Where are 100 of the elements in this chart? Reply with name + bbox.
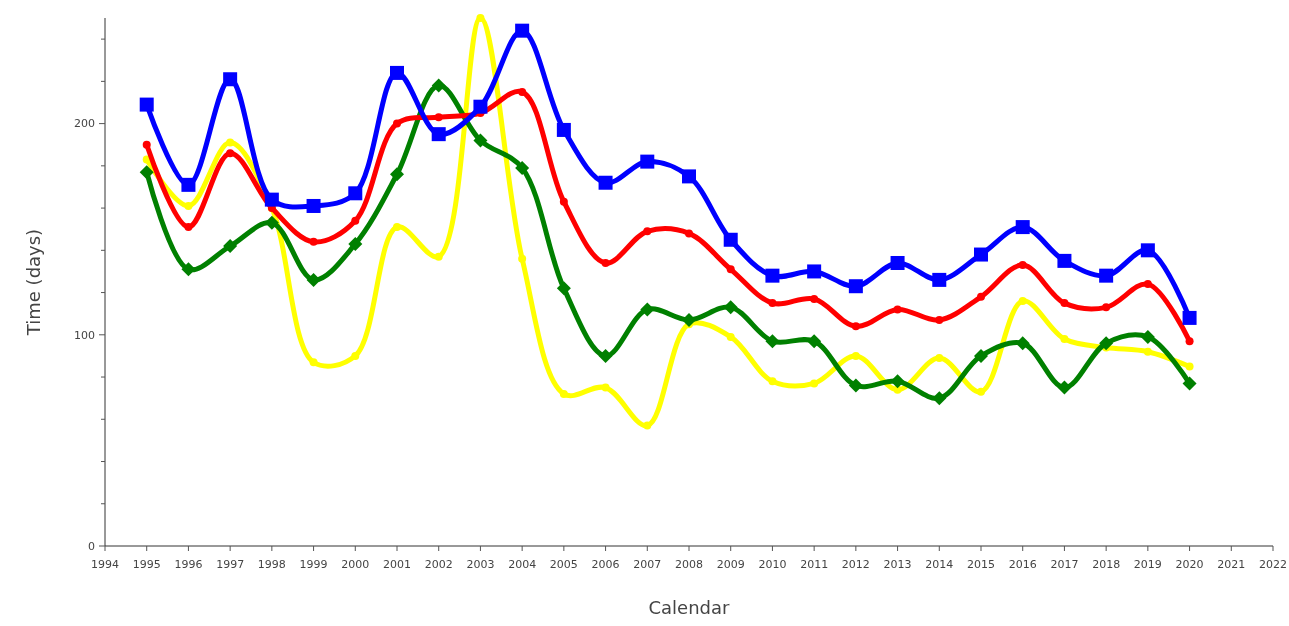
point: [309, 358, 318, 367]
point: [434, 113, 443, 122]
point: [1182, 310, 1197, 325]
x-tick-label: 2001: [383, 558, 411, 571]
y-axis-title: Time (days): [23, 228, 44, 337]
point: [1057, 253, 1072, 268]
x-tick-label: 2014: [925, 558, 954, 571]
point: [223, 72, 238, 87]
x-axis-title: Calendar: [648, 597, 731, 618]
point: [1140, 243, 1155, 258]
point: [181, 177, 196, 192]
point: [351, 351, 360, 360]
point: [348, 186, 363, 201]
x-tick-label: 2012: [841, 558, 870, 571]
point: [848, 279, 863, 294]
point: [685, 229, 693, 238]
x-tick-label: 2005: [549, 558, 578, 571]
point: [1060, 299, 1069, 308]
x-tick-label: 2004: [508, 558, 537, 571]
point: [1099, 268, 1114, 283]
x-tick-label: 2003: [466, 558, 495, 571]
x-tick-label: 2022: [1259, 558, 1287, 571]
point: [643, 421, 652, 430]
point: [726, 265, 735, 274]
point: [601, 383, 610, 392]
point: [518, 254, 527, 263]
point: [1099, 336, 1114, 351]
point: [473, 133, 488, 148]
point: [348, 236, 363, 251]
point: [559, 389, 568, 398]
x-tick-label: 2007: [633, 558, 662, 571]
x-tick-label: 2009: [716, 558, 745, 571]
point: [1182, 376, 1197, 391]
point: [768, 377, 777, 386]
point: [1102, 303, 1111, 312]
y-tick-label: 200: [74, 117, 95, 131]
point: [306, 272, 321, 287]
point: [601, 258, 610, 267]
x-tick-label: 1997: [216, 558, 245, 571]
x-tick-label: 2016: [1008, 558, 1037, 571]
point: [765, 334, 780, 349]
point: [434, 252, 443, 261]
point: [264, 192, 279, 207]
point: [848, 378, 863, 393]
point: [890, 374, 905, 389]
point: [226, 138, 235, 147]
point: [807, 334, 822, 349]
point: [226, 149, 235, 158]
point: [765, 268, 780, 283]
point: [1018, 261, 1027, 270]
x-tick-label: 1995: [132, 558, 161, 571]
y-tick-label: 0: [88, 539, 95, 553]
point: [1185, 337, 1194, 346]
point: [1057, 380, 1072, 395]
point: [351, 216, 360, 225]
point: [431, 78, 446, 93]
point: [640, 154, 655, 169]
point: [393, 223, 401, 232]
point: [390, 167, 404, 182]
point: [935, 316, 944, 325]
point: [893, 385, 902, 394]
point: [515, 160, 530, 175]
point: [142, 140, 151, 149]
point: [390, 65, 404, 80]
point: [974, 247, 988, 262]
point: [515, 23, 530, 38]
point: [473, 99, 488, 114]
point: [1015, 336, 1030, 351]
point: [851, 322, 860, 331]
point: [309, 237, 318, 246]
point: [723, 300, 738, 315]
x-tick-label: 1998: [257, 558, 286, 571]
point: [1185, 362, 1194, 371]
x-tick-label: 2015: [967, 558, 995, 571]
point: [768, 299, 777, 308]
x-tick-label: 2000: [341, 558, 370, 571]
point: [682, 169, 696, 184]
x-tick-label: 1996: [174, 558, 203, 571]
point: [890, 255, 905, 270]
x-tick-label: 1994: [91, 558, 119, 571]
point: [598, 348, 613, 363]
point: [726, 332, 735, 341]
point: [518, 87, 527, 96]
point: [184, 223, 193, 232]
point: [223, 239, 238, 254]
point: [1143, 347, 1152, 356]
point: [306, 198, 321, 213]
x-tick-label: 2018: [1092, 558, 1121, 571]
point: [393, 119, 401, 128]
point: [932, 272, 947, 287]
x-tick-label: 2006: [591, 558, 620, 571]
x-tick-label: 2017: [1050, 558, 1079, 571]
point: [932, 391, 947, 406]
point: [184, 201, 193, 210]
point: [139, 165, 154, 180]
x-tick-label: 2008: [675, 558, 703, 571]
point: [1140, 329, 1155, 344]
x-tick-label: 2010: [758, 558, 787, 571]
point: [893, 305, 902, 314]
x-tick-label: 2020: [1175, 558, 1204, 571]
